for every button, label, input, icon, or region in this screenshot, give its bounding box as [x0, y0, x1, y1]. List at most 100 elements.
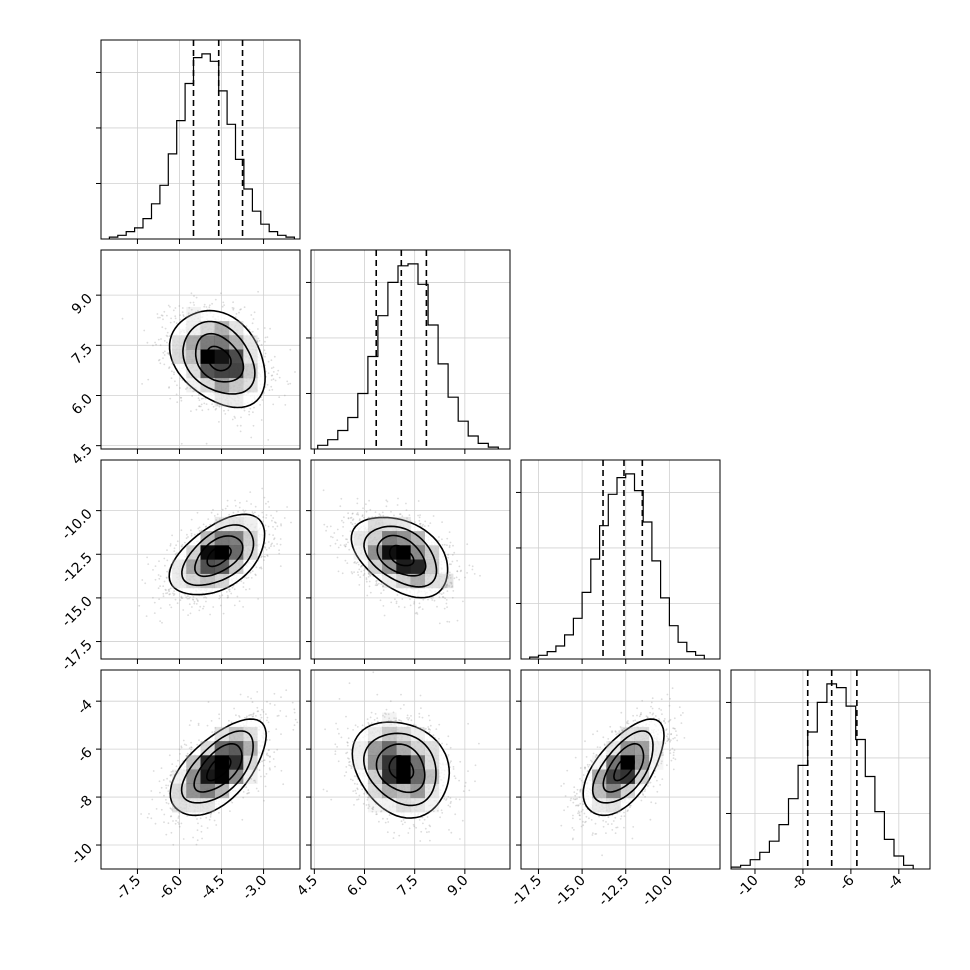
scatter-point: [202, 605, 205, 608]
scatter-point: [251, 511, 254, 514]
scatter-point: [224, 413, 227, 415]
scatter-point: [273, 537, 276, 540]
scatter-point: [163, 580, 166, 583]
scatter-point: [234, 316, 237, 319]
scatter-point: [231, 418, 234, 421]
scatter-point: [265, 517, 267, 519]
scatter-point: [430, 597, 433, 599]
scatter-point: [165, 577, 168, 579]
scatter-point: [375, 582, 378, 584]
scatter-point: [238, 600, 241, 603]
panel-frame: [100, 459, 301, 660]
scatter-point: [444, 586, 446, 589]
scatter-point: [182, 314, 185, 316]
scatter-point: [266, 554, 269, 557]
scatter-point: [188, 306, 191, 309]
scatter-point: [264, 555, 266, 558]
scatter-point: [221, 305, 224, 308]
y-tick-label: 6.0: [69, 391, 96, 418]
scatter-point: [453, 551, 456, 554]
scatter-point: [346, 538, 348, 541]
scatter-point: [184, 593, 187, 596]
scatter-point: [245, 577, 248, 579]
scatter-point: [205, 600, 207, 603]
scatter-point: [279, 543, 282, 546]
scatter-point: [390, 601, 393, 604]
scatter-point: [395, 600, 398, 603]
scatter-point: [341, 572, 344, 575]
scatter-point: [343, 544, 346, 546]
scatter-point: [249, 571, 252, 574]
scatter-point: [257, 290, 259, 293]
scatter-point: [382, 585, 384, 588]
scatter-point: [265, 502, 267, 505]
scatter-point: [218, 405, 221, 408]
contour-line: [206, 345, 232, 372]
scatter-point: [275, 510, 278, 513]
scatter-point: [162, 357, 164, 360]
scatter-point: [368, 573, 371, 576]
scatter-point: [239, 424, 242, 427]
scatter-point: [215, 407, 218, 410]
scatter-point: [176, 602, 179, 605]
scatter-point: [218, 421, 220, 423]
scatter-point: [351, 523, 354, 526]
scatter-point: [216, 404, 219, 406]
scatter-point: [157, 574, 160, 576]
scatter-point: [166, 352, 169, 355]
scatter-point: [363, 516, 365, 519]
y-tick-label: -17.5: [59, 637, 96, 674]
scatter-point: [336, 528, 339, 531]
scatter-point: [252, 424, 255, 427]
scatter-point: [438, 622, 441, 625]
density-cell: [200, 559, 215, 574]
scatter-point: [350, 571, 353, 573]
scatter-point: [374, 584, 377, 587]
scatter-point: [260, 343, 263, 346]
scatter-point: [248, 328, 251, 331]
scatter-point: [401, 515, 404, 517]
scatter-point: [344, 545, 347, 548]
scatter-point: [253, 406, 255, 409]
scatter-point: [427, 525, 430, 527]
scatter-point: [344, 545, 347, 548]
scatter-point: [264, 542, 267, 545]
scatter-point: [272, 534, 274, 536]
scatter-point: [249, 491, 252, 493]
scatter-point: [171, 534, 174, 537]
scatter-panel-1-0: 4.56.07.59.0: [69, 249, 301, 468]
scatter-point: [382, 585, 384, 587]
scatter-point: [445, 586, 448, 589]
scatter-point: [162, 595, 165, 598]
scatter-point: [256, 340, 259, 343]
scatter-point: [170, 377, 173, 380]
scatter-point: [203, 303, 206, 306]
scatter-point: [451, 585, 454, 587]
scatter-point: [351, 513, 354, 515]
scatter-point: [479, 574, 481, 577]
scatter-point: [227, 409, 230, 412]
scatter-point: [237, 510, 240, 513]
scatter-point: [189, 612, 192, 615]
scatter-point: [382, 589, 385, 592]
scatter-point: [174, 380, 176, 383]
scatter-point: [254, 574, 257, 577]
scatter-point: [329, 544, 332, 547]
scatter-point: [248, 588, 251, 590]
scatter-point: [267, 360, 270, 363]
scatter-point: [166, 341, 168, 344]
scatter-point: [219, 604, 222, 607]
scatter-point: [374, 511, 377, 513]
y-tick-label: -12.5: [59, 550, 96, 587]
scatter-point: [189, 387, 192, 390]
scatter-point: [218, 597, 221, 600]
panel-frame: [310, 249, 511, 450]
scatter-point: [168, 366, 171, 369]
scatter-point: [264, 355, 266, 358]
scatter-point: [154, 578, 157, 581]
density-cell: [243, 516, 258, 532]
scatter-point: [284, 404, 287, 406]
scatter-point: [205, 403, 208, 405]
scatter-point: [446, 583, 449, 586]
